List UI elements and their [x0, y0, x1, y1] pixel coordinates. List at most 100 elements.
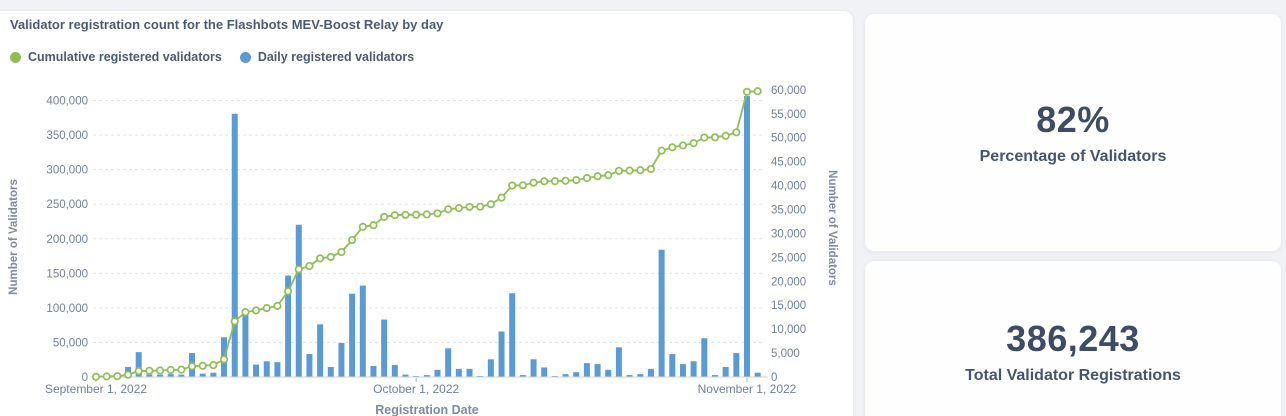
cumulative-point [465, 202, 474, 211]
right-axis-tick-label: 20,000 [771, 276, 806, 288]
daily-bar [253, 364, 260, 377]
cumulative-point [113, 372, 122, 381]
right-axis-tick-label: 25,000 [771, 252, 806, 264]
right-axis-tick-label: 55,000 [771, 109, 806, 121]
cumulative-point [358, 222, 367, 231]
left-axis-tick-label: 150,000 [46, 268, 88, 280]
cumulative-point [508, 181, 517, 190]
chart-title: Validator registration count for the Fla… [10, 17, 444, 32]
cumulative-point [593, 172, 602, 181]
daily-bar [146, 374, 153, 377]
cumulative-point [582, 174, 591, 183]
cumulative-point [177, 365, 186, 374]
x-axis-tick-label: September 1, 2022 [45, 382, 147, 396]
daily-bar [466, 368, 473, 377]
cumulative-point [433, 209, 442, 218]
legend-item-cumulative[interactable]: Cumulative registered validators [10, 50, 222, 64]
cumulative-point [284, 287, 293, 296]
stat-label-total-registrations: Total Validator Registrations [965, 366, 1181, 384]
daily-bar [381, 319, 388, 377]
daily-bar [285, 275, 292, 377]
cumulative-point [572, 176, 581, 185]
right-axis-tick-label: 10,000 [771, 324, 806, 336]
cumulative-point [155, 366, 165, 375]
daily-bar [669, 354, 676, 377]
cumulative-point [252, 306, 261, 315]
left-axis-tick-label: 100,000 [46, 303, 88, 315]
cumulative-point [678, 141, 688, 150]
cumulative-point [102, 372, 111, 381]
daily-bar [157, 374, 164, 377]
cumulative-point [337, 247, 346, 257]
cumulative-point [166, 365, 175, 375]
legend-label-daily: Daily registered validators [257, 50, 415, 64]
cumulative-point [305, 261, 314, 271]
daily-bar [370, 365, 377, 377]
cumulative-point [561, 176, 570, 185]
left-axis-tick-label: 50,000 [53, 337, 88, 349]
right-axis-tick-label: 35,000 [771, 204, 806, 216]
daily-bar [690, 361, 697, 377]
x-axis-tick-label: October 1, 2022 [373, 382, 459, 396]
daily-bar [178, 374, 185, 377]
cumulative-point [220, 355, 229, 364]
cumulative-point [454, 204, 463, 213]
x-axis-tick-label: November 1, 2022 [698, 382, 797, 396]
right-axis-tick-label: 30,000 [771, 228, 806, 240]
daily-bar [167, 374, 174, 377]
x-axis-title: Registration Date [375, 403, 479, 416]
cumulative-point [348, 235, 357, 245]
left-axis-tick-label: 400,000 [46, 96, 88, 108]
cumulative-point [380, 212, 389, 221]
cumulative-point [134, 367, 143, 376]
stat-card-percentage-of-validators: 82% Percentage of Validators [864, 13, 1282, 252]
right-axis-tick-label: 40,000 [771, 181, 806, 193]
cumulative-point [710, 133, 720, 142]
cumulative-point [187, 362, 197, 371]
validator-registration-chart: 0 50,000 100,000 150,000 200,000 250,000 300,0… [8, 85, 838, 416]
daily-bar [274, 362, 281, 377]
daily-series-swatch-icon [239, 51, 251, 63]
legend-label-cumulative: Cumulative registered validators [28, 50, 222, 64]
daily-bar [338, 343, 345, 377]
daily-bar [317, 324, 324, 377]
right-axis-tick-label: 60,000 [771, 85, 806, 97]
cumulative-point [742, 87, 752, 96]
cumulative-point [198, 361, 207, 370]
daily-bar [573, 372, 580, 377]
daily-bar [562, 374, 569, 377]
cumulative-series-swatch-icon [10, 51, 21, 63]
cumulative-point [497, 193, 506, 202]
cumulative-point [550, 177, 559, 186]
cumulative-point [123, 370, 133, 379]
cumulative-point [412, 210, 421, 219]
left-axis-tick-label: 200,000 [46, 234, 88, 246]
daily-bar [391, 365, 398, 377]
daily-bar [733, 353, 740, 377]
cumulative-point [91, 372, 101, 381]
left-axis-tick-label: 250,000 [46, 199, 88, 211]
cumulative-point [444, 205, 453, 214]
legend-item-daily[interactable]: Daily registered validators [239, 50, 415, 64]
cumulative-point [401, 210, 410, 219]
cumulative-point [390, 211, 399, 220]
daily-bar [519, 375, 526, 377]
cumulative-point [614, 166, 623, 175]
right-axis-tick-label: 45,000 [771, 157, 806, 169]
daily-bar [605, 369, 612, 377]
daily-bar [637, 374, 644, 377]
cumulative-point [668, 143, 677, 152]
left-axis-tick-label: 350,000 [46, 130, 88, 142]
daily-bar [349, 293, 356, 377]
daily-bar [199, 373, 206, 377]
daily-bar [754, 372, 761, 377]
cumulative-point [262, 304, 271, 313]
cumulative-point [657, 146, 666, 155]
daily-bar [498, 331, 505, 377]
daily-bar [434, 369, 441, 377]
daily-bar [327, 366, 334, 377]
cumulative-point [241, 308, 250, 317]
cumulative-point [646, 164, 655, 174]
daily-bar [509, 293, 516, 377]
cumulative-point [209, 361, 218, 370]
